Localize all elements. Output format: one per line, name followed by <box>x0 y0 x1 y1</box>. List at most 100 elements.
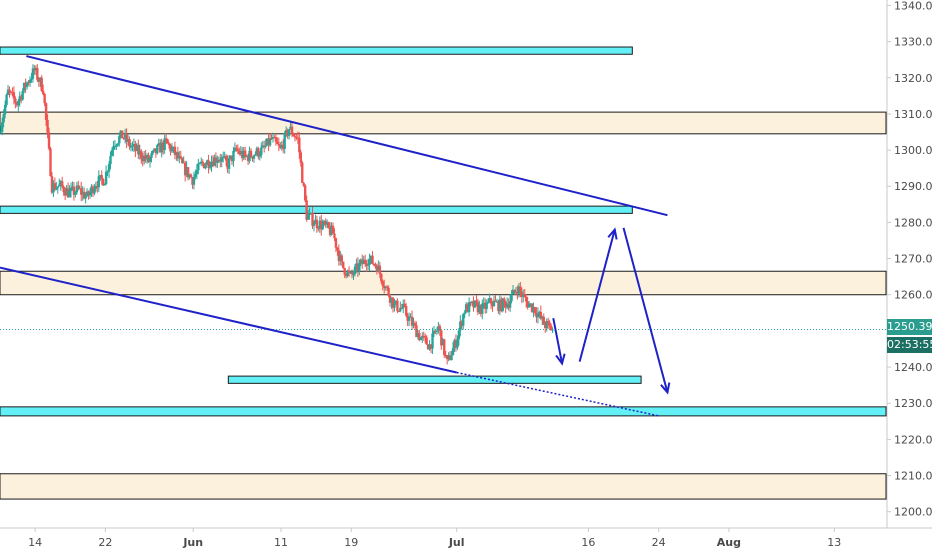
candle-body[interactable] <box>324 221 327 225</box>
candle-body[interactable] <box>15 102 19 106</box>
candle-body[interactable] <box>337 250 341 262</box>
candle-body[interactable] <box>510 294 513 302</box>
candle-body[interactable] <box>470 301 474 303</box>
candle-body[interactable] <box>178 156 181 159</box>
candle-body[interactable] <box>181 158 184 163</box>
candle-body[interactable] <box>118 136 121 144</box>
candle-body[interactable] <box>368 259 371 265</box>
candle-body[interactable] <box>154 148 158 154</box>
candle-body[interactable] <box>194 174 197 178</box>
candle-body[interactable] <box>183 162 187 176</box>
candle-body[interactable] <box>257 148 260 157</box>
candle-body[interactable] <box>451 348 455 356</box>
candle-body[interactable] <box>159 143 162 153</box>
candle-body[interactable] <box>268 138 272 146</box>
candle-body[interactable] <box>119 130 122 137</box>
candle-body[interactable] <box>522 294 525 298</box>
candle-body[interactable] <box>20 96 23 100</box>
candle-body[interactable] <box>511 289 515 295</box>
candle-body[interactable] <box>276 141 279 145</box>
candle-body[interactable] <box>245 155 248 157</box>
candle-body[interactable] <box>147 154 150 162</box>
candle-body[interactable] <box>409 316 412 318</box>
candle-body[interactable] <box>33 68 36 71</box>
candle-body[interactable] <box>350 272 354 275</box>
support-zone[interactable] <box>0 205 633 214</box>
candle-body[interactable] <box>192 177 196 185</box>
candle-body[interactable] <box>222 156 225 158</box>
candle-body[interactable] <box>314 219 317 225</box>
candle-body[interactable] <box>443 339 446 355</box>
candle-body[interactable] <box>484 302 487 309</box>
candle-body[interactable] <box>298 137 301 153</box>
candle-body[interactable] <box>0 122 4 132</box>
candle-body[interactable] <box>208 166 212 168</box>
candle-body[interactable] <box>39 77 42 82</box>
candle-body[interactable] <box>317 227 320 229</box>
candle-body[interactable] <box>189 174 193 178</box>
candle-body[interactable] <box>457 330 461 340</box>
candle-body[interactable] <box>238 150 241 154</box>
candle-body[interactable] <box>191 177 194 185</box>
candle-body[interactable] <box>418 333 421 341</box>
candle-body[interactable] <box>529 303 532 305</box>
candle-body[interactable] <box>491 303 494 307</box>
projection-arrow-3[interactable] <box>622 227 669 393</box>
candle-body[interactable] <box>110 150 114 156</box>
candle-body[interactable] <box>290 126 294 135</box>
candle-body[interactable] <box>91 186 95 194</box>
candle-body[interactable] <box>271 137 275 139</box>
candle-body[interactable] <box>381 281 384 287</box>
candle-body[interactable] <box>30 78 33 80</box>
support-zone[interactable] <box>227 375 642 384</box>
candle-body[interactable] <box>270 138 273 140</box>
candle-body[interactable] <box>113 146 117 148</box>
candle-body[interactable] <box>87 191 90 196</box>
candle-body[interactable] <box>5 94 8 105</box>
candle-body[interactable] <box>90 186 93 192</box>
candle-body[interactable] <box>526 301 529 308</box>
candle-body[interactable] <box>242 150 245 159</box>
candle-body[interactable] <box>254 154 257 156</box>
candle-body[interactable] <box>406 315 409 321</box>
candle-body[interactable] <box>163 138 166 150</box>
candle-body[interactable] <box>407 317 411 321</box>
candle-body[interactable] <box>356 263 360 271</box>
candle-body[interactable] <box>500 299 503 311</box>
candle-body[interactable] <box>301 162 304 183</box>
candle-body[interactable] <box>385 286 389 288</box>
candle-body[interactable] <box>325 222 329 225</box>
candle-body[interactable] <box>466 304 469 313</box>
candle-body[interactable] <box>31 68 35 79</box>
candle-body[interactable] <box>527 304 531 308</box>
candle-body[interactable] <box>44 103 48 120</box>
candle-body[interactable] <box>508 301 512 308</box>
candle-body[interactable] <box>488 298 491 302</box>
candle-body[interactable] <box>80 188 83 195</box>
candle-body[interactable] <box>387 287 390 296</box>
candle-body[interactable] <box>277 144 281 146</box>
candle-body[interactable] <box>287 129 291 136</box>
candle-body[interactable] <box>135 145 139 151</box>
candle-body[interactable] <box>24 82 27 87</box>
candle-body[interactable] <box>532 307 535 312</box>
candle-body[interactable] <box>280 144 283 148</box>
candle-body[interactable] <box>214 157 218 163</box>
projection-arrow-1[interactable] <box>552 318 564 364</box>
candle-body[interactable] <box>210 161 213 167</box>
candle-body[interactable] <box>523 294 526 298</box>
candle-body[interactable] <box>371 255 374 264</box>
candle-body[interactable] <box>375 266 379 272</box>
candle-body[interactable] <box>69 188 73 192</box>
candle-body[interactable] <box>340 255 343 262</box>
candle-body[interactable] <box>241 151 244 159</box>
candle-body[interactable] <box>236 149 240 151</box>
candle-body[interactable] <box>530 303 534 312</box>
candle-body[interactable] <box>230 155 234 162</box>
candle-body[interactable] <box>145 154 149 160</box>
candle-body[interactable] <box>303 185 307 201</box>
candle-body[interactable] <box>85 191 89 196</box>
candle-body[interactable] <box>429 344 433 349</box>
candle-body[interactable] <box>47 132 51 149</box>
trendline-extension[interactable] <box>456 371 659 417</box>
